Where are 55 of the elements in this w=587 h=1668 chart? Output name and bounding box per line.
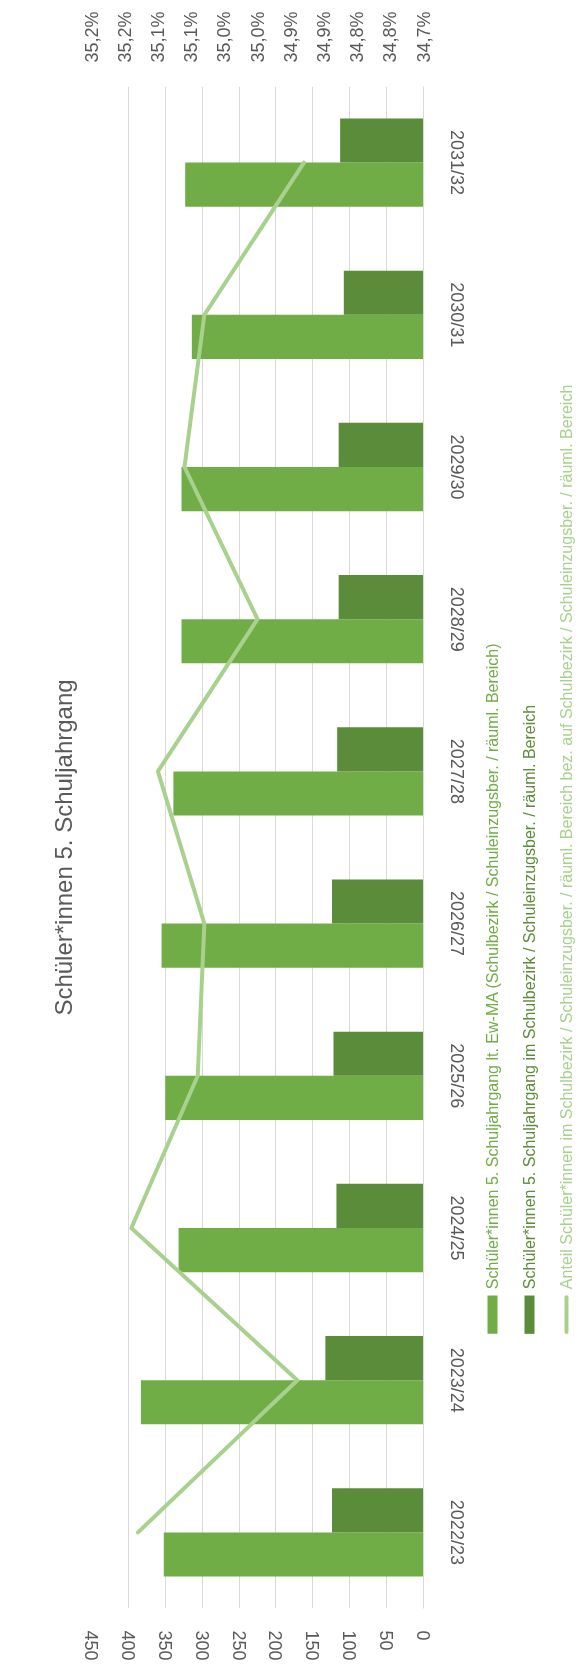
x2-tick-label: 35,2% [114,11,135,63]
y-tick-label: 2025/26 [446,1043,467,1109]
bar [161,923,424,968]
x-tick-label: 200 [265,1630,286,1661]
text: Schüler*innen 5. Schuljahrgang lt. Ew-MA (Schulbezirk / Schuleinzugsber. / räuml. Bereich) [484,643,501,1290]
y-tick-label: 2029/30 [446,434,467,500]
bar [325,1336,424,1381]
bar [332,1488,424,1533]
bar [332,879,424,924]
x2-tick-label: 35,0% [214,11,235,63]
bar [337,727,424,772]
bar [185,162,424,207]
text: Schüler*innen 5. Schuljahrgang [49,679,77,1016]
x2-tick-label: 35,0% [247,11,268,63]
x2-tick-label: 34,9% [313,11,334,63]
x2-tick-label: 35,1% [181,11,202,63]
bar [336,1183,424,1228]
bar [181,467,424,512]
x2-tick-label: 34,7% [413,11,434,63]
x-tick-label: 0 [413,1630,433,1641]
x2-tick-label: 34,8% [347,11,368,63]
x-tick-label: 150 [302,1630,323,1661]
bar [338,422,424,467]
bar [343,270,424,315]
bar [338,575,424,620]
y-tick-label: 2027/28 [446,738,467,804]
bar [163,1532,424,1577]
y-tick-label: 2028/29 [446,586,467,652]
x-tick-label: 450 [81,1630,101,1661]
x-tick-label: 400 [117,1630,138,1661]
x2-tick-label: 35,2% [81,11,102,63]
x-tick-label: 300 [191,1630,212,1661]
bar [340,118,424,163]
bar [191,314,424,359]
y-tick-label: 2026/27 [446,891,467,957]
text: Schüler*innen 5. Schuljahrgang im Schulbezirk / Schuleinzugsber. / räuml. Bereich [521,704,538,1290]
x-tick-label: 100 [339,1630,360,1661]
x-tick-label: 250 [228,1630,249,1661]
bar [178,1228,424,1273]
bar [140,1380,424,1425]
x-tick-label: 50 [376,1630,397,1651]
y-tick-label: 2023/24 [446,1347,467,1413]
y-tick-label: 2030/31 [446,282,467,348]
y-tick-label: 2024/25 [446,1195,467,1261]
text: Anteil Schüler*innen im Schulbezirk / Schuleinzugsber. / räuml. Bereich bez. auf Schulbezirk / Schuleinzugsber. / räuml. Bereich [558,384,575,1290]
bar [333,1031,424,1076]
x2-tick-label: 35,1% [147,11,168,63]
y-tick-label: 2022/23 [446,1499,467,1565]
bar [173,771,424,816]
x-tick-label: 350 [154,1630,175,1661]
y-tick-label: 2031/32 [446,130,467,196]
x2-tick-label: 34,9% [280,11,301,63]
x2-tick-label: 34,8% [380,11,401,63]
bar [181,619,424,664]
bar [165,1075,424,1120]
